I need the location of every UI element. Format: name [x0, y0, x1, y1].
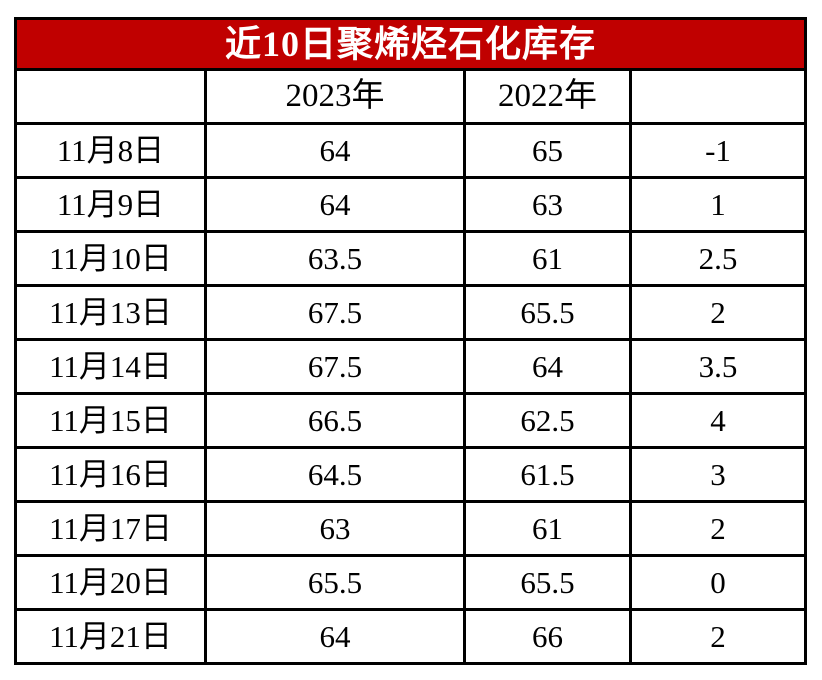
table-title: 近10日聚烯烃石化库存 [14, 17, 807, 71]
table-row: 11月13日 67.5 65.5 2 [14, 284, 807, 341]
table-row: 11月17日 63 61 2 [14, 500, 807, 557]
value-2023-cell: 66.5 [204, 392, 466, 449]
diff-cell: 0 [629, 554, 807, 611]
value-2022-cell: 62.5 [463, 392, 632, 449]
table-row: 11月10日 63.5 61 2.5 [14, 230, 807, 287]
diff-cell: 3.5 [629, 338, 807, 395]
value-2022-cell: 65.5 [463, 284, 632, 341]
table-row: 11月9日 64 63 1 [14, 176, 807, 233]
diff-cell: 3 [629, 446, 807, 503]
table-row: 11月16日 64.5 61.5 3 [14, 446, 807, 503]
diff-cell: 2 [629, 284, 807, 341]
date-cell: 11月13日 [14, 284, 207, 341]
col-header-diff [629, 68, 807, 125]
value-2022-cell: 64 [463, 338, 632, 395]
date-cell: 11月10日 [14, 230, 207, 287]
table-row: 11月21日 64 66 2 [14, 608, 807, 665]
value-2023-cell: 64.5 [204, 446, 466, 503]
table-row: 11月8日 64 65 -1 [14, 122, 807, 179]
date-cell: 11月17日 [14, 500, 207, 557]
diff-cell: 2 [629, 500, 807, 557]
diff-cell: 4 [629, 392, 807, 449]
date-cell: 11月20日 [14, 554, 207, 611]
table-row: 11月20日 65.5 65.5 0 [14, 554, 807, 611]
diff-cell: 2 [629, 608, 807, 665]
date-cell: 11月14日 [14, 338, 207, 395]
diff-cell: -1 [629, 122, 807, 179]
value-2023-cell: 64 [204, 176, 466, 233]
diff-cell: 2.5 [629, 230, 807, 287]
value-2022-cell: 61 [463, 230, 632, 287]
date-cell: 11月8日 [14, 122, 207, 179]
date-cell: 11月16日 [14, 446, 207, 503]
date-cell: 11月9日 [14, 176, 207, 233]
value-2022-cell: 65 [463, 122, 632, 179]
value-2023-cell: 63 [204, 500, 466, 557]
inventory-table: 近10日聚烯烃石化库存 2023年 2022年 11月8日 64 65 -1 1… [14, 17, 807, 665]
col-header-date [14, 68, 207, 125]
col-header-2023: 2023年 [204, 68, 466, 125]
value-2022-cell: 61 [463, 500, 632, 557]
value-2023-cell: 67.5 [204, 338, 466, 395]
value-2023-cell: 65.5 [204, 554, 466, 611]
table-row: 11月14日 67.5 64 3.5 [14, 338, 807, 395]
value-2022-cell: 65.5 [463, 554, 632, 611]
date-cell: 11月15日 [14, 392, 207, 449]
date-cell: 11月21日 [14, 608, 207, 665]
value-2022-cell: 66 [463, 608, 632, 665]
value-2023-cell: 63.5 [204, 230, 466, 287]
value-2023-cell: 64 [204, 608, 466, 665]
diff-cell: 1 [629, 176, 807, 233]
value-2022-cell: 61.5 [463, 446, 632, 503]
value-2023-cell: 67.5 [204, 284, 466, 341]
table-row: 11月15日 66.5 62.5 4 [14, 392, 807, 449]
header-row: 2023年 2022年 [14, 68, 807, 125]
title-row: 近10日聚烯烃石化库存 [14, 17, 807, 71]
value-2022-cell: 63 [463, 176, 632, 233]
col-header-2022: 2022年 [463, 68, 632, 125]
value-2023-cell: 64 [204, 122, 466, 179]
